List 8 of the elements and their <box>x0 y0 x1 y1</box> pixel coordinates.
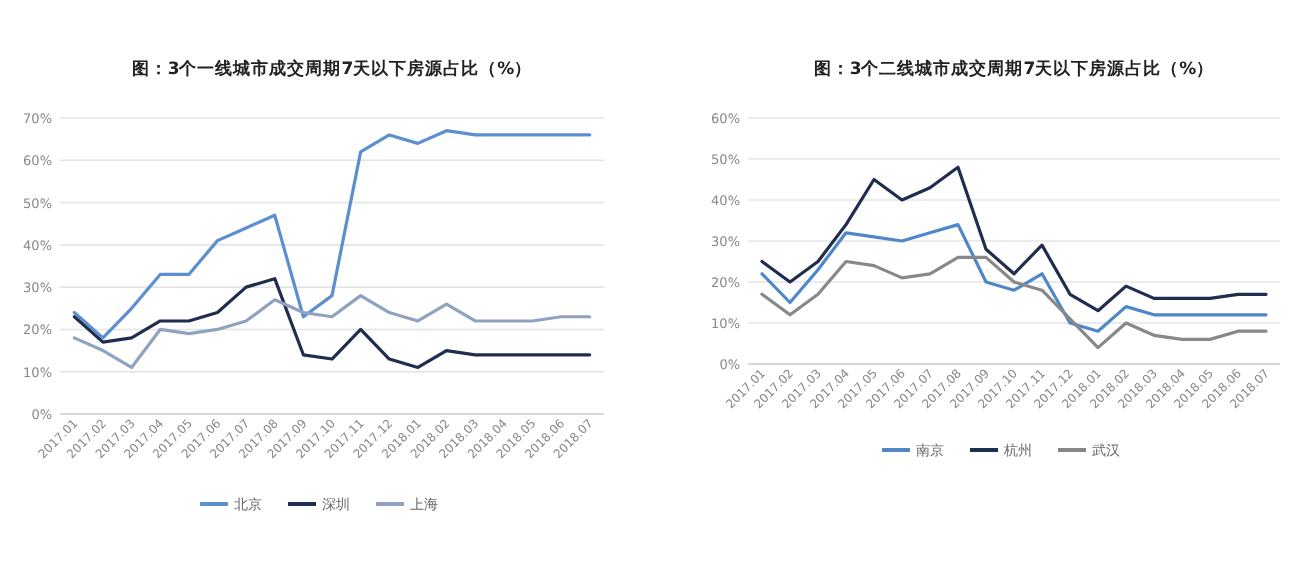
chart-title: 图：3个一线城市成交周期7天以下房源占比（%） <box>131 58 533 80</box>
line-series <box>72 294 592 370</box>
line-series <box>760 255 1268 350</box>
line-series <box>760 223 1268 333</box>
line-series <box>72 129 592 340</box>
chart-title: 图：3个二线城市成交周期7天以下房源占比（%） <box>813 58 1215 80</box>
line-series <box>760 165 1268 313</box>
line-series <box>72 277 592 370</box>
